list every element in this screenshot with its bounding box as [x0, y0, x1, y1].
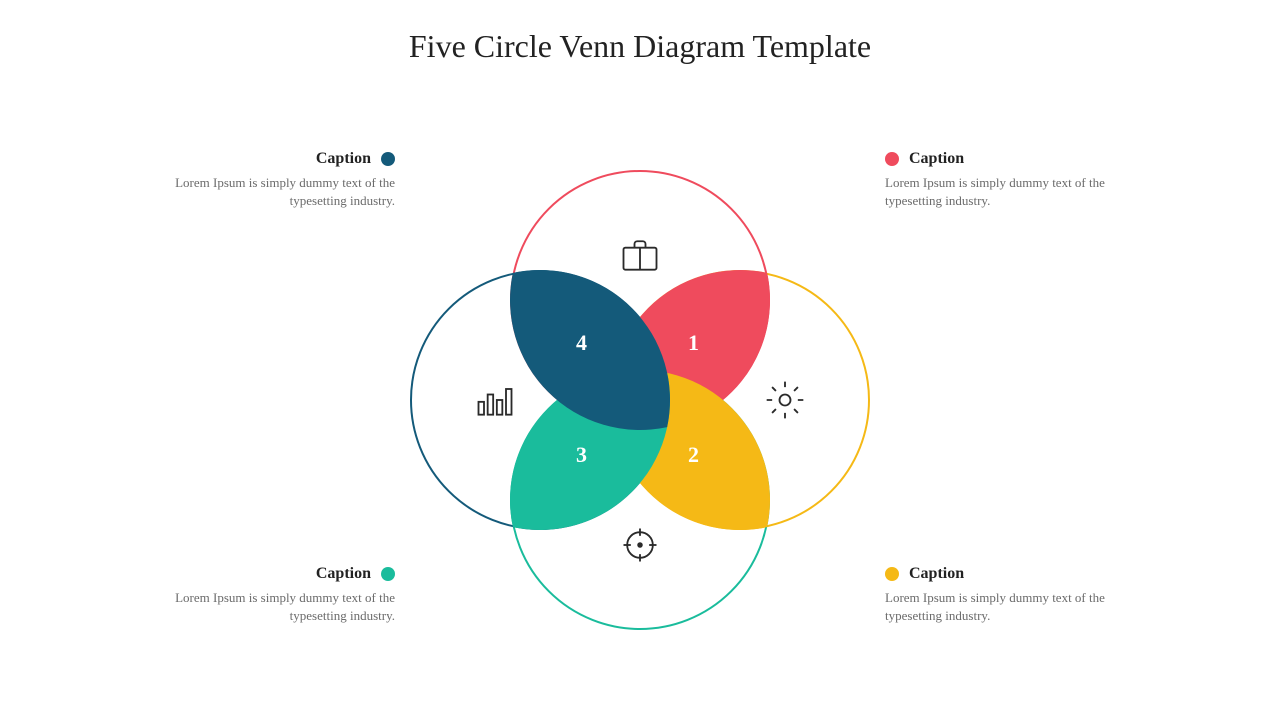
- caption-bottom-left: Caption Lorem Ipsum is simply dummy text…: [135, 565, 395, 624]
- target-icon: [618, 523, 662, 567]
- stage: Five Circle Venn Diagram Template 1 2 3 …: [0, 0, 1280, 720]
- caption-title: Caption: [909, 565, 964, 583]
- caption-body: Lorem Ipsum is simply dummy text of the …: [885, 174, 1145, 209]
- caption-title: Caption: [316, 565, 371, 583]
- caption-dot: [885, 152, 899, 166]
- caption-top-right: Caption Lorem Ipsum is simply dummy text…: [885, 150, 1145, 209]
- petal-number-4: 4: [576, 330, 587, 356]
- caption-dot: [885, 567, 899, 581]
- venn-circle-left: [410, 270, 670, 530]
- petal-number-1: 1: [688, 330, 699, 356]
- caption-body: Lorem Ipsum is simply dummy text of the …: [135, 589, 395, 624]
- briefcase-icon: [618, 233, 662, 277]
- bars-icon: [473, 378, 517, 422]
- petal-number-3: 3: [576, 442, 587, 468]
- caption-title: Caption: [316, 150, 371, 168]
- caption-title: Caption: [909, 150, 964, 168]
- petal-number-2: 2: [688, 442, 699, 468]
- caption-dot: [381, 567, 395, 581]
- caption-dot: [381, 152, 395, 166]
- caption-body: Lorem Ipsum is simply dummy text of the …: [885, 589, 1145, 624]
- gear-icon: [763, 378, 807, 422]
- caption-body: Lorem Ipsum is simply dummy text of the …: [135, 174, 395, 209]
- caption-top-left: Caption Lorem Ipsum is simply dummy text…: [135, 150, 395, 209]
- caption-bottom-right: Caption Lorem Ipsum is simply dummy text…: [885, 565, 1145, 624]
- page-title: Five Circle Venn Diagram Template: [0, 28, 1280, 65]
